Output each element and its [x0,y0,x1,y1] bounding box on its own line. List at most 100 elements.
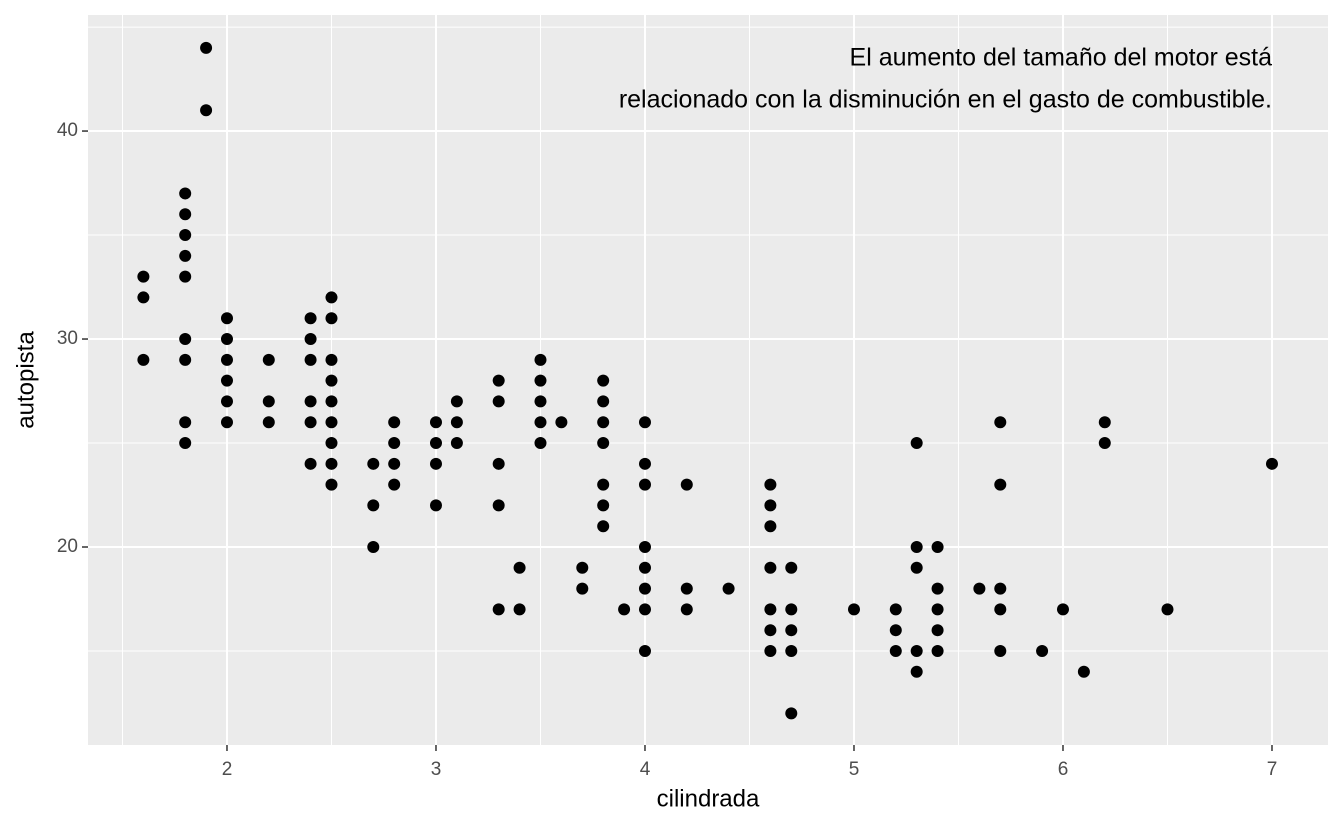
point [304,416,317,429]
point [638,582,651,595]
point [388,437,401,450]
point [638,416,651,429]
point [220,374,233,387]
point [638,644,651,657]
point [910,541,923,554]
point [325,291,338,304]
point [325,478,338,491]
point [785,707,798,720]
point [492,499,505,512]
point [764,644,777,657]
point [220,312,233,325]
point [262,395,275,408]
point [889,624,902,637]
point [680,582,693,595]
point [429,437,442,450]
point [367,499,380,512]
point [179,229,192,242]
point [325,437,338,450]
x-tick-label: 4 [640,759,651,780]
point [220,416,233,429]
point [764,499,777,512]
point [388,457,401,470]
point [1098,416,1111,429]
point [179,208,192,221]
point [764,478,777,491]
point [304,457,317,470]
point [429,457,442,470]
point [1056,603,1069,616]
point [492,374,505,387]
point [994,644,1007,657]
point [555,416,568,429]
y-tick-label: 20 [57,536,78,557]
point [179,353,192,366]
point [137,270,150,283]
point [1098,437,1111,450]
point [785,561,798,574]
point [450,416,463,429]
point [304,395,317,408]
point [262,416,275,429]
point [137,291,150,304]
point [304,333,317,346]
point [492,457,505,470]
point [534,395,547,408]
point [179,416,192,429]
point [200,41,213,54]
point [304,353,317,366]
point [325,416,338,429]
point [220,333,233,346]
point [179,437,192,450]
point [576,561,589,574]
point [513,561,526,574]
y-tick-label: 30 [57,328,78,349]
x-tick-label: 7 [1267,759,1278,780]
annotation: relacionado con la disminución en el gas… [619,86,1272,114]
point [492,395,505,408]
point [597,520,610,533]
point [597,416,610,429]
point [931,603,944,616]
point [910,665,923,678]
point [429,499,442,512]
point [994,603,1007,616]
point [597,499,610,512]
point [638,457,651,470]
point [220,395,233,408]
point [367,457,380,470]
point [325,395,338,408]
point [785,644,798,657]
x-tick-label: 2 [222,759,233,780]
point [764,603,777,616]
point [325,312,338,325]
point [1161,603,1174,616]
y-tick-label: 40 [57,120,78,141]
point [304,312,317,325]
point [785,603,798,616]
point [388,416,401,429]
point [994,478,1007,491]
panel [88,15,1328,745]
point [534,437,547,450]
point [973,582,986,595]
x-tick-label: 6 [1058,759,1069,780]
point [638,561,651,574]
point [931,582,944,595]
point [429,416,442,429]
point [388,478,401,491]
point [722,582,735,595]
point [137,353,150,366]
point [325,374,338,387]
point [576,582,589,595]
point [638,603,651,616]
point [534,374,547,387]
point [680,478,693,491]
point [179,187,192,200]
point [910,644,923,657]
point [680,603,693,616]
point [534,416,547,429]
point [597,478,610,491]
x-axis-title: cilindrada [657,785,760,812]
point [534,353,547,366]
